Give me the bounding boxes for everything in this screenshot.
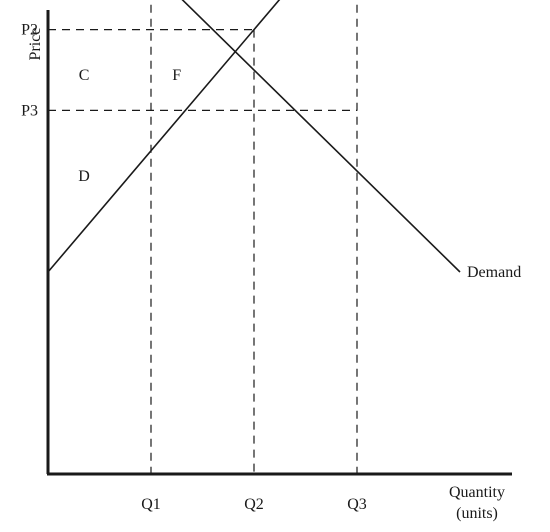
y-tick-p2: P2 xyxy=(21,22,38,39)
x-axis-label-line2: (units) xyxy=(456,505,498,522)
supply-curve xyxy=(47,0,281,273)
series-labels: SupplyDemand xyxy=(467,264,521,281)
region-labels: ABECFD xyxy=(78,67,181,185)
x-axis-label-line1: Quantity xyxy=(449,484,505,501)
guide-lines xyxy=(48,0,358,474)
x-tick-q1: Q1 xyxy=(141,496,161,513)
x-tick-q3: Q3 xyxy=(347,496,367,513)
demand-label: Demand xyxy=(467,264,521,281)
region-label-d: D xyxy=(78,168,90,185)
curves xyxy=(47,0,461,273)
y-tick-p3: P3 xyxy=(21,102,38,119)
x-tick-q2: Q2 xyxy=(244,496,264,513)
tick-labels: Q1Q2Q3P1P2P3 xyxy=(21,22,367,513)
y-axis-label: Price xyxy=(27,28,44,61)
region-label-c: C xyxy=(79,67,90,84)
region-label-f: F xyxy=(172,67,181,84)
demand-curve xyxy=(181,0,461,273)
